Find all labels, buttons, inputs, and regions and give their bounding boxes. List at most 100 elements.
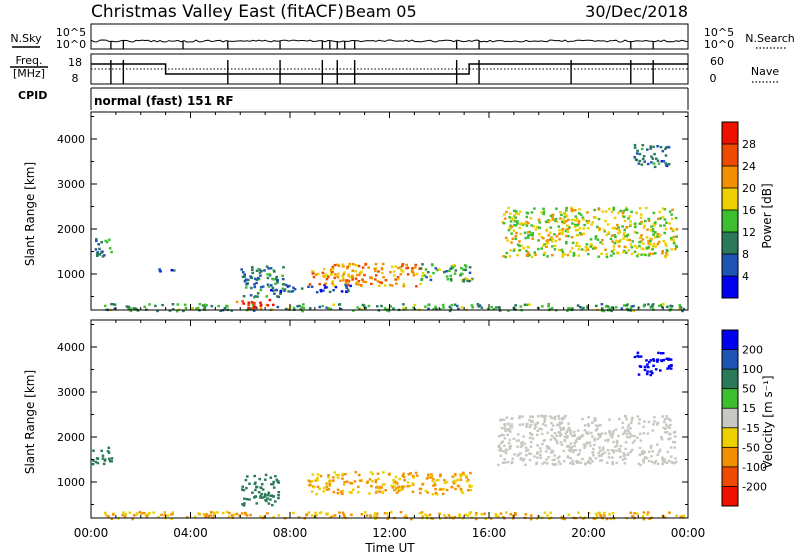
- scatter-cell: [350, 513, 353, 516]
- scatter-cell: [255, 269, 259, 272]
- scatter-cell: [648, 252, 651, 255]
- scatter-cell: [567, 426, 571, 430]
- scatter-cell: [574, 223, 577, 226]
- beam-label: Beam 05: [345, 2, 417, 21]
- scatter-cell: [131, 517, 134, 521]
- scatter-cell: [651, 450, 655, 453]
- scatter-cell: [621, 421, 625, 424]
- scatter-cell: [578, 226, 582, 230]
- scatter-cell: [534, 253, 537, 256]
- power-y-tick-label: 1000: [57, 268, 85, 281]
- scatter-cell: [345, 284, 348, 288]
- scatter-cell: [123, 515, 127, 518]
- scatter-cell: [462, 471, 465, 474]
- scatter-cell: [103, 254, 106, 257]
- scatter-cell: [318, 487, 321, 490]
- scatter-cell: [601, 238, 604, 242]
- scatter-cell: [133, 307, 136, 310]
- scatter-cell: [420, 278, 423, 282]
- scatter-cell: [538, 233, 541, 236]
- scatter-cell: [671, 440, 675, 444]
- scatter-cell: [311, 270, 314, 273]
- scatter-cell: [315, 514, 318, 517]
- scatter-cell: [660, 352, 663, 355]
- scatter-cell: [671, 461, 674, 464]
- scatter-cell: [679, 515, 682, 519]
- scatter-cell: [629, 307, 633, 310]
- scatter-cell: [587, 252, 590, 256]
- scatter-cell: [581, 434, 585, 437]
- scatter-cell: [519, 457, 523, 460]
- scatter-cell: [361, 266, 365, 269]
- scatter-cell: [675, 228, 679, 231]
- scatter-cell: [539, 453, 542, 457]
- scatter-cell: [311, 473, 315, 476]
- scatter-cell: [641, 247, 645, 251]
- scatter-cell: [653, 462, 656, 465]
- scatter-cell: [198, 302, 202, 306]
- scatter-cell: [663, 231, 666, 235]
- scatter-cell: [666, 425, 670, 428]
- scatter-cell: [447, 514, 451, 517]
- scatter-cell: [235, 300, 239, 304]
- scatter-cell: [594, 418, 597, 421]
- scatter-cell: [499, 454, 503, 457]
- scatter-cell: [609, 517, 613, 521]
- scatter-cell: [651, 252, 655, 256]
- scatter-cell: [343, 515, 346, 518]
- scatter-cell: [245, 486, 248, 490]
- scatter-cell: [327, 307, 330, 310]
- scatter-cell: [562, 449, 566, 453]
- scatter-cell: [342, 273, 346, 276]
- scatter-cell: [505, 251, 509, 255]
- scatter-cell: [625, 208, 629, 211]
- scatter-cell: [604, 219, 607, 223]
- scatter-cell: [601, 242, 604, 245]
- power-scatter: [94, 143, 686, 313]
- scatter-cell: [675, 514, 678, 517]
- scatter-cell: [341, 472, 344, 476]
- scatter-cell: [407, 473, 411, 476]
- scatter-cell: [585, 243, 589, 246]
- scatter-cell: [362, 280, 365, 283]
- scatter-cell: [476, 303, 480, 306]
- scatter-cell: [108, 457, 111, 461]
- scatter-cell: [307, 479, 311, 482]
- scatter-cell: [665, 357, 668, 360]
- scatter-cell: [113, 303, 117, 306]
- scatter-cell: [377, 477, 380, 481]
- scatter-cell: [425, 514, 429, 518]
- scatter-cell: [244, 513, 248, 516]
- nsearch-top-tick: 10^5: [704, 26, 734, 39]
- scatter-cell: [394, 265, 397, 268]
- scatter-cell: [643, 160, 646, 163]
- scatter-cell: [277, 514, 280, 517]
- scatter-cell: [651, 429, 655, 432]
- scatter-cell: [623, 431, 627, 434]
- nsearch-bottom-tick: 10^0: [704, 38, 734, 51]
- scatter-cell: [561, 232, 564, 236]
- scatter-cell: [249, 275, 252, 278]
- scatter-cell: [525, 422, 529, 426]
- scatter-cell: [512, 437, 516, 440]
- scatter-cell: [498, 449, 501, 452]
- velocity-y-tick-label: 3000: [57, 386, 85, 399]
- scatter-cell: [430, 473, 433, 476]
- scatter-cell: [395, 482, 399, 485]
- scatter-cell: [617, 245, 621, 248]
- scatter-cell: [497, 463, 500, 467]
- scatter-cell: [551, 424, 555, 427]
- scatter-cell: [325, 278, 329, 281]
- scatter-cell: [574, 448, 578, 452]
- freq-bottom-tick: 8: [72, 72, 79, 85]
- scatter-cell: [450, 303, 454, 307]
- scatter-cell: [633, 355, 637, 359]
- cpid-value: normal (fast) 151 RF: [94, 94, 234, 108]
- scatter-cell: [565, 436, 569, 439]
- scatter-cell: [551, 218, 555, 221]
- scatter-cell: [600, 454, 603, 457]
- scatter-cell: [629, 432, 632, 436]
- scatter-cell: [342, 513, 346, 516]
- power-panel-frame: [90, 111, 689, 311]
- scatter-cell: [404, 514, 408, 517]
